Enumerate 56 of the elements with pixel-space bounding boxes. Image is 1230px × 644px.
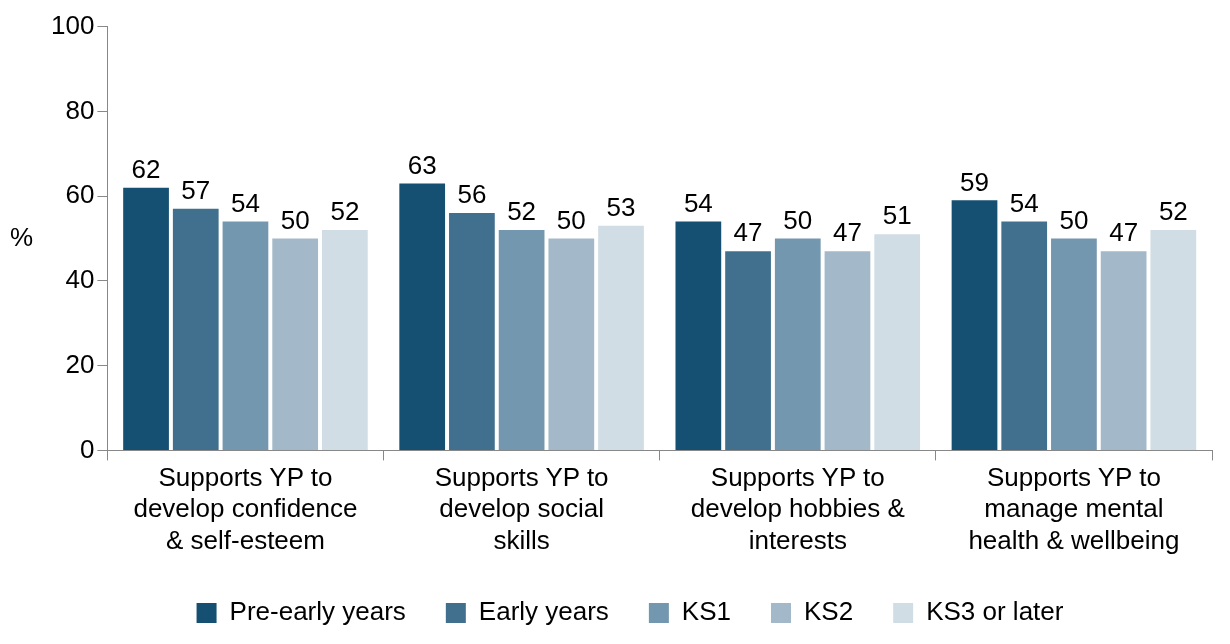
bar <box>123 187 169 450</box>
bar <box>774 238 821 450</box>
data-label: 52 <box>330 196 360 227</box>
data-label: 54 <box>1009 187 1039 218</box>
data-label: 47 <box>1109 217 1139 248</box>
x-tick-label: Supports YP to manage mental health & wellbeing <box>968 462 1180 555</box>
y-tick-label: 20 <box>65 348 95 379</box>
bar <box>1150 230 1197 450</box>
bar <box>1001 221 1048 450</box>
data-label: 62 <box>131 153 161 184</box>
bar <box>222 221 269 450</box>
data-label: 50 <box>556 204 586 235</box>
bar <box>322 230 368 450</box>
bar <box>951 200 998 450</box>
bar <box>399 183 446 450</box>
data-label: 52 <box>507 196 537 227</box>
legend-label: KS2 <box>804 596 854 627</box>
y-tick-label: 100 <box>50 9 95 40</box>
bar <box>1051 238 1097 450</box>
bar <box>172 208 219 450</box>
y-axis-title: % <box>10 221 34 252</box>
bar <box>675 221 722 450</box>
data-label: 47 <box>833 217 862 248</box>
data-label: 51 <box>882 200 912 231</box>
legend-label: Early years <box>478 596 609 627</box>
x-tick-label: Supports YP to develop confidence & self-esteem <box>133 462 358 555</box>
data-label: 53 <box>606 191 636 222</box>
data-label: 63 <box>407 149 437 180</box>
bar <box>874 234 921 450</box>
data-label: 57 <box>181 175 211 206</box>
bar <box>498 230 545 450</box>
bar <box>725 251 771 450</box>
data-label: 50 <box>1059 204 1089 235</box>
data-label: 59 <box>960 166 989 197</box>
bar <box>824 251 871 450</box>
legend-label: Pre-early years <box>229 596 406 627</box>
data-label: 56 <box>457 179 487 210</box>
data-label: 50 <box>783 204 813 235</box>
x-tick-label: Supports YP to develop social skills <box>434 462 609 555</box>
data-label: 47 <box>733 217 763 248</box>
bar <box>598 225 644 450</box>
data-label: 52 <box>1158 196 1188 227</box>
bar <box>548 238 595 450</box>
data-label: 50 <box>280 204 310 235</box>
x-tick-label: Supports YP to develop hobbies & interests <box>690 462 905 555</box>
y-tick-label: 0 <box>79 433 95 464</box>
legend-label: KS1 <box>681 596 732 627</box>
data-label: 54 <box>683 187 713 218</box>
y-tick-label: 80 <box>65 94 95 125</box>
bar <box>272 238 319 450</box>
bar <box>1100 251 1147 450</box>
legend-label: KS3 or later <box>926 596 1064 627</box>
y-tick-label: 40 <box>65 264 95 295</box>
data-label: 54 <box>231 187 260 218</box>
bar <box>449 213 495 450</box>
y-tick-label: 60 <box>65 179 95 210</box>
